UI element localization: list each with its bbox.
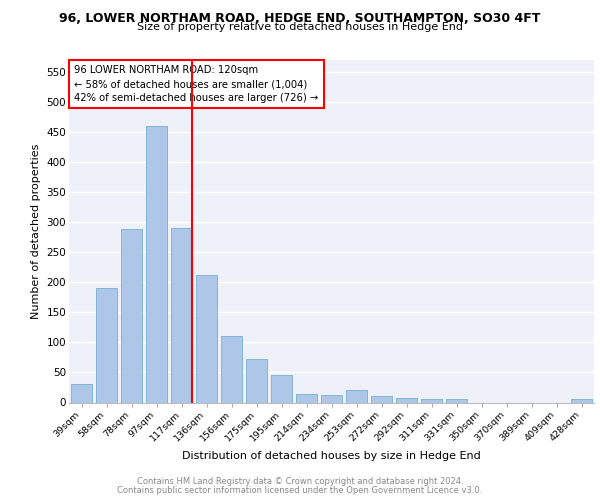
Text: 96, LOWER NORTHAM ROAD, HEDGE END, SOUTHAMPTON, SO30 4FT: 96, LOWER NORTHAM ROAD, HEDGE END, SOUTH… xyxy=(59,12,541,26)
Bar xyxy=(346,390,367,402)
X-axis label: Distribution of detached houses by size in Hedge End: Distribution of detached houses by size … xyxy=(182,452,481,462)
Bar xyxy=(146,126,167,402)
Bar xyxy=(96,288,117,403)
Bar xyxy=(196,274,217,402)
Bar xyxy=(71,384,92,402)
Bar xyxy=(321,394,342,402)
Text: Contains HM Land Registry data © Crown copyright and database right 2024.: Contains HM Land Registry data © Crown c… xyxy=(137,477,463,486)
Text: Size of property relative to detached houses in Hedge End: Size of property relative to detached ho… xyxy=(137,22,463,32)
Bar xyxy=(121,230,142,402)
Text: Contains public sector information licensed under the Open Government Licence v3: Contains public sector information licen… xyxy=(118,486,482,495)
Bar xyxy=(246,358,267,403)
Bar xyxy=(171,228,192,402)
Bar xyxy=(571,400,592,402)
Text: 96 LOWER NORTHAM ROAD: 120sqm
← 58% of detached houses are smaller (1,004)
42% o: 96 LOWER NORTHAM ROAD: 120sqm ← 58% of d… xyxy=(74,65,319,103)
Bar xyxy=(221,336,242,402)
Bar xyxy=(371,396,392,402)
Bar xyxy=(271,375,292,402)
Bar xyxy=(446,400,467,402)
Bar xyxy=(421,400,442,402)
Bar xyxy=(396,398,417,402)
Y-axis label: Number of detached properties: Number of detached properties xyxy=(31,144,41,319)
Bar xyxy=(296,394,317,402)
